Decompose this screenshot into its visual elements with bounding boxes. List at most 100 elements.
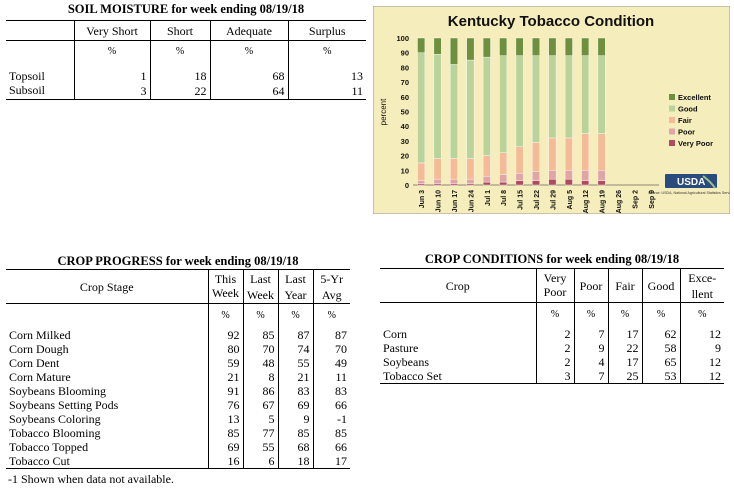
unit-label: %: [243, 303, 279, 328]
bar-segment: [417, 37, 426, 53]
cell: 55: [278, 356, 314, 370]
cell: 5: [243, 412, 279, 426]
y-tick-label: 30: [401, 137, 409, 146]
bar-segment: [515, 146, 524, 174]
cell: 9: [574, 341, 609, 355]
bar-segment: [564, 37, 573, 56]
x-tick-label: Aug 19: [600, 190, 607, 213]
unit-label: %: [327, 310, 336, 321]
x-tick-label: Jul 29: [550, 190, 557, 210]
cell: 6: [243, 454, 279, 469]
cell: 77: [243, 426, 279, 440]
y-tick-label: 70: [401, 78, 409, 87]
col-surplus: Surplus: [308, 23, 346, 38]
bar-segment: [532, 180, 540, 186]
bar-segment: [433, 183, 442, 186]
cell: 55: [243, 440, 279, 454]
table-row: Tobacco Blooming 85 77 85 85: [6, 426, 350, 440]
cell: 9: [715, 341, 721, 355]
table-row: Tobacco Set 3 7 25 53 12: [380, 369, 724, 384]
x-tick-label: Aug 5: [567, 190, 574, 210]
cell: 18: [150, 63, 211, 83]
row-label: Corn Mature: [6, 370, 209, 384]
col-header: Avg: [321, 287, 342, 302]
bar-segment: [466, 183, 475, 186]
cell: 74: [278, 342, 314, 356]
bar-segment: [597, 55, 606, 134]
cell: 59: [208, 356, 244, 370]
x-tick-label: Jun 24: [468, 190, 475, 212]
cell: 17: [608, 355, 643, 369]
table-row: Topsoil 1 18 68 13: [6, 63, 366, 83]
soil-moisture-table: Very Short Short Adequate Surplus % % % …: [6, 20, 366, 100]
col-header: Year: [278, 286, 314, 304]
legend-swatch: [669, 140, 675, 146]
col-header: Last: [278, 269, 314, 286]
cell: 92: [208, 328, 244, 342]
bar-segment: [450, 178, 458, 184]
bar-segment: [515, 180, 524, 186]
table-row: Corn Milked 92 85 87 87: [6, 328, 350, 342]
unit-label: %: [150, 40, 211, 63]
col-header: Week: [243, 286, 279, 304]
cell: 13: [351, 69, 363, 83]
y-tick-label: 10: [401, 166, 409, 175]
cell: 1: [74, 63, 151, 83]
cell: 85: [208, 426, 244, 440]
cell: 58: [642, 341, 681, 355]
col-header: Very: [536, 268, 575, 285]
bar-segment: [466, 59, 475, 159]
bar-segment: [450, 158, 458, 180]
row-label: Soybeans Coloring: [6, 412, 209, 426]
col-header: Exce-: [688, 271, 717, 285]
table-row: Soybeans Setting Pods 76 67 69 66: [6, 398, 350, 412]
unit-label: %: [278, 303, 314, 328]
table-row: Soybeans 2 4 17 65 12: [380, 355, 724, 369]
y-tick-label: 90: [401, 49, 409, 58]
table-row: Soybeans Blooming 91 86 83 83: [6, 384, 350, 398]
cell: 53: [642, 369, 681, 384]
crop-progress-title: CROP PROGRESS for week ending 08/19/18: [57, 254, 299, 268]
cell: 25: [608, 369, 643, 384]
unit-label: %: [574, 302, 609, 327]
bar-segment: [532, 55, 540, 143]
cell: 11: [335, 370, 347, 384]
unit-label: %: [323, 46, 332, 57]
col-header: Fair: [608, 268, 643, 303]
legend-entry: Very Poor: [678, 139, 713, 148]
col-very-short: Very Short: [74, 20, 151, 41]
cell: 12: [709, 355, 721, 369]
cell: 85: [278, 426, 314, 440]
bar-segment: [417, 180, 426, 184]
bar-segment: [564, 137, 573, 171]
usda-logo-text: USDA: [677, 177, 705, 188]
cell: 83: [278, 384, 314, 398]
bar-segment: [482, 56, 491, 156]
footnote: -1 Shown when data not available.: [8, 472, 174, 486]
header-blank: [6, 20, 75, 41]
cell: 17: [608, 327, 643, 341]
y-tick-label: 20: [401, 152, 409, 161]
x-tick-label: Jun 10: [436, 190, 443, 212]
table-row: Corn Dough 80 70 74 70: [6, 342, 350, 356]
row-label: Topsoil: [6, 63, 75, 83]
cell: 67: [243, 398, 279, 412]
cell: 70: [335, 342, 347, 356]
cell: 13: [208, 412, 244, 426]
cell: 3: [74, 83, 151, 100]
cell: 12: [709, 369, 721, 383]
bar-segment: [548, 170, 557, 180]
bar-segment: [515, 173, 524, 181]
legend-entry: Fair: [678, 116, 692, 125]
bar-segment: [548, 55, 557, 139]
bar-segment: [532, 37, 540, 56]
x-tick-label: Jul 8: [501, 190, 508, 206]
bar-segment: [417, 183, 426, 186]
y-tick-label: 40: [401, 122, 409, 131]
unit-label: %: [642, 302, 681, 327]
row-label: Tobacco Cut: [6, 454, 209, 469]
table-row: Corn Dent 59 48 55 49: [6, 356, 350, 370]
crop-conditions-table: Crop Very Poor Fair Good Exce- Poor llen…: [380, 268, 724, 384]
x-tick-label: Aug 12: [583, 190, 590, 213]
bar-segment: [499, 181, 508, 186]
